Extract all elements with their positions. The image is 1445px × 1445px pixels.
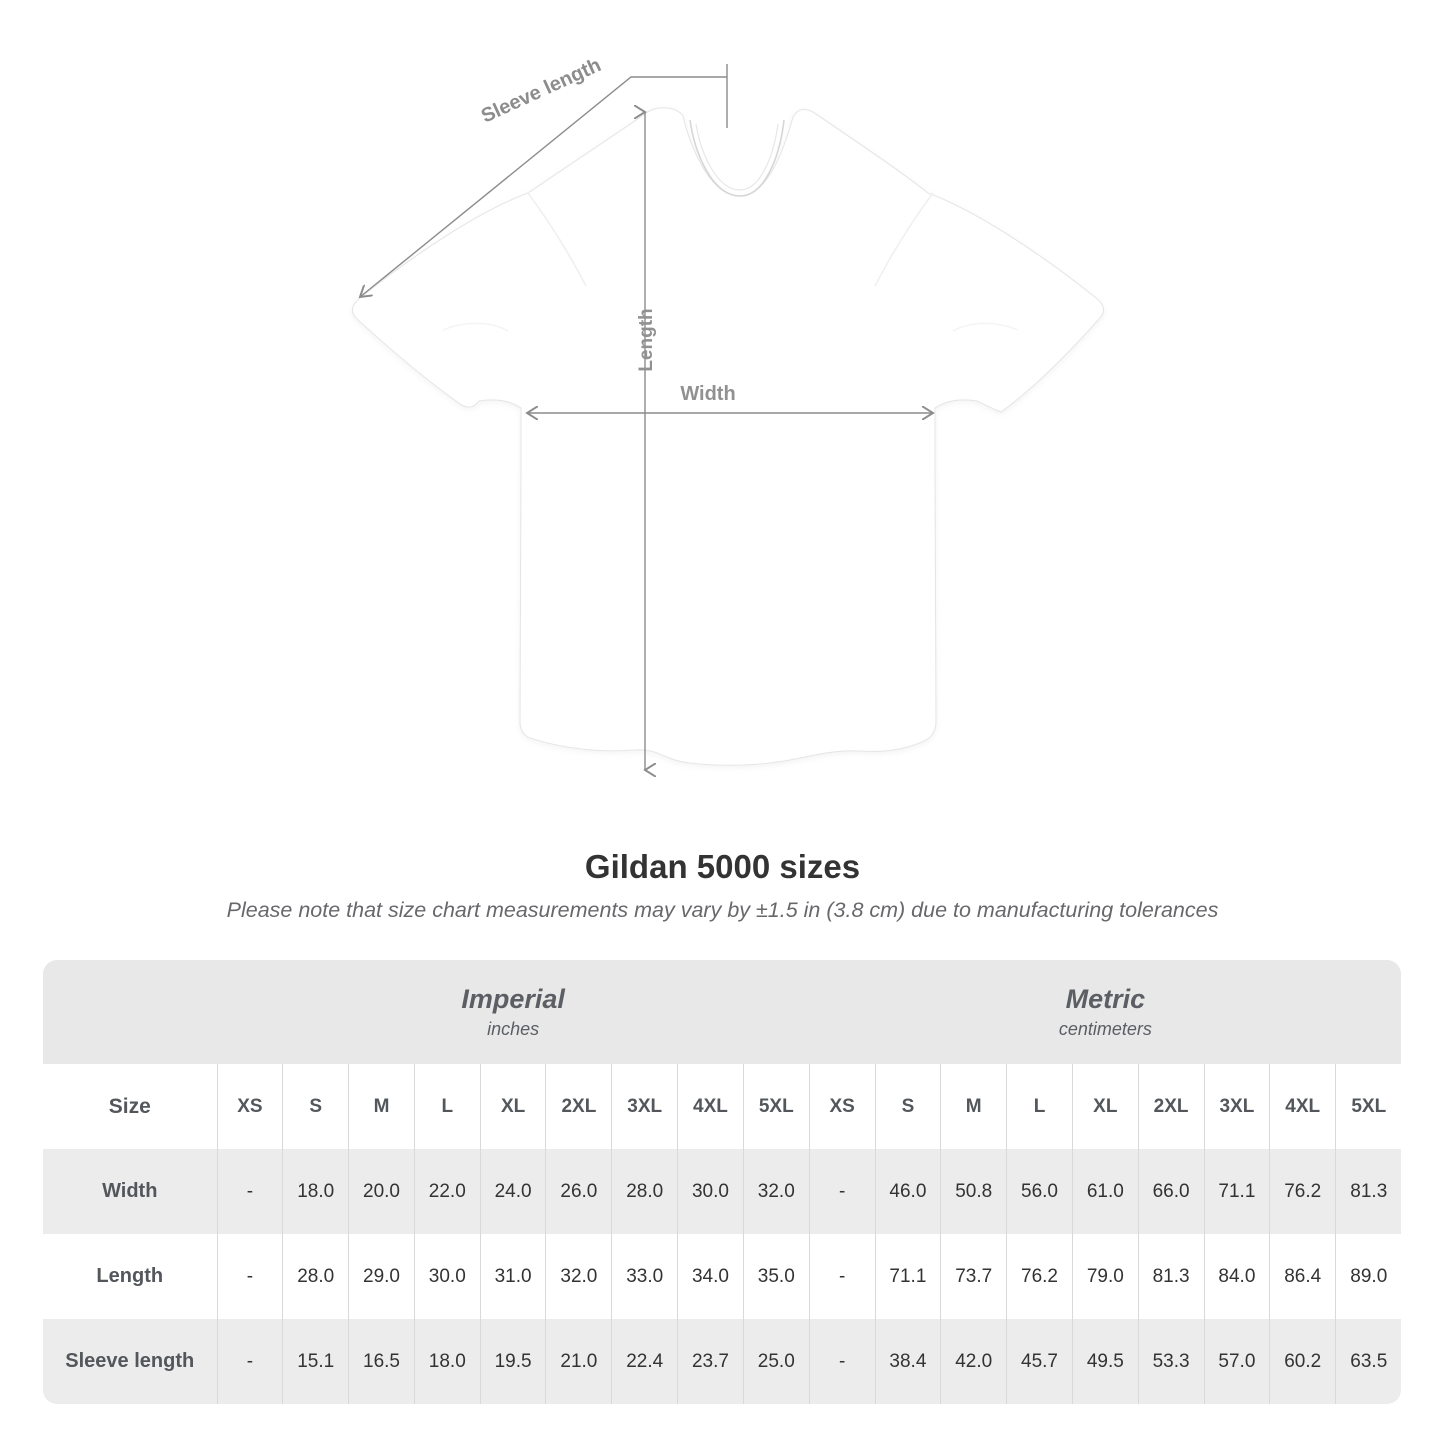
- svg-text:Width: Width: [680, 383, 735, 405]
- svg-text:Length: Length: [636, 308, 657, 371]
- svg-text:Sleeve length: Sleeve length: [478, 54, 604, 127]
